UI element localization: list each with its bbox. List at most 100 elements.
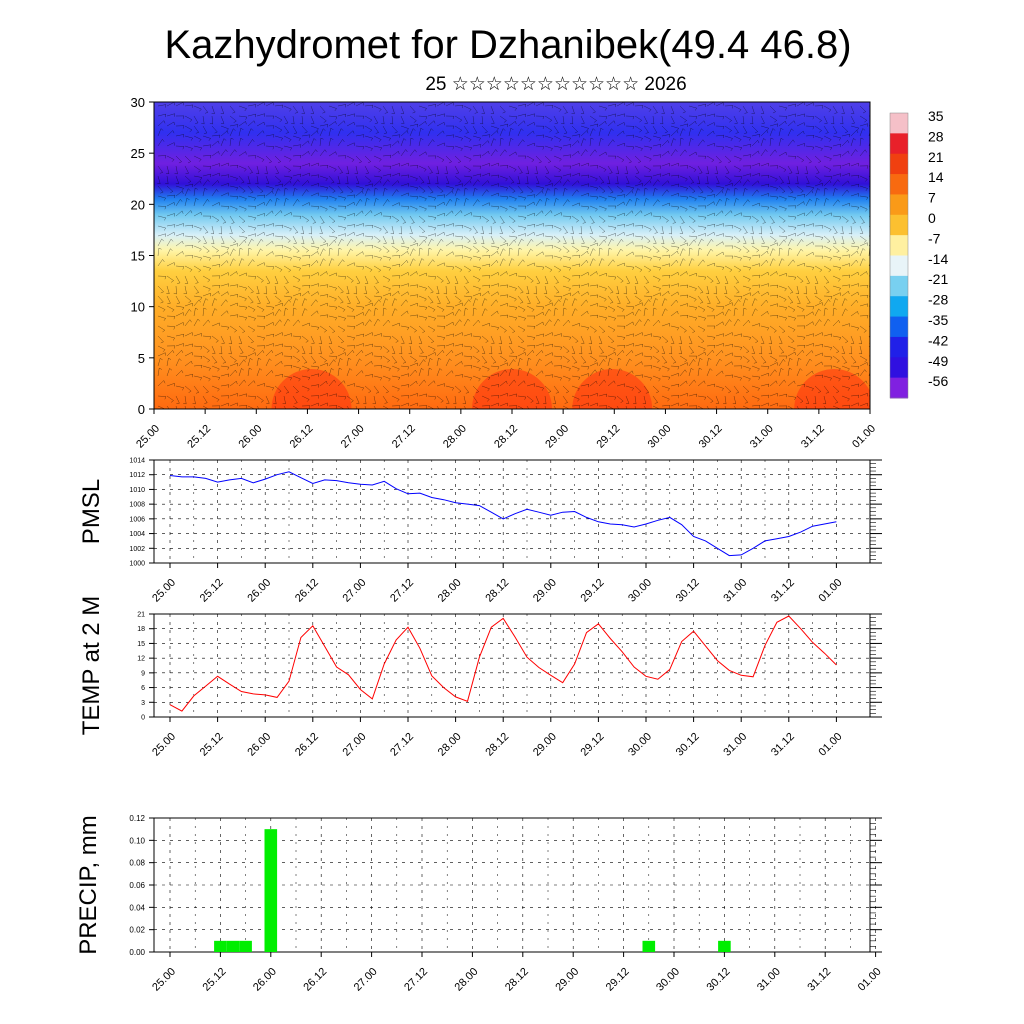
x-tick-label: 25.12 xyxy=(201,966,229,994)
colorbar-box xyxy=(890,255,908,277)
x-tick-label: 29.12 xyxy=(604,966,632,994)
heatmap-warm-patches xyxy=(271,369,870,409)
x-tick-label: 25.12 xyxy=(185,423,213,451)
x-tick-label: 26.12 xyxy=(301,966,329,994)
colorbar-label: -49 xyxy=(928,353,948,369)
colorbar-label: -14 xyxy=(928,251,948,267)
precip-bar xyxy=(226,940,240,952)
y-axis-title: PMSL xyxy=(78,479,105,544)
wind-barbs xyxy=(157,102,870,409)
x-tick-label: 28.12 xyxy=(492,423,520,451)
x-tick-label: 31.12 xyxy=(769,731,797,759)
x-tick-label: 26.00 xyxy=(245,577,273,605)
colorbar-box xyxy=(890,336,908,358)
colorbar-label: 28 xyxy=(928,128,944,144)
x-tick-label: 30.12 xyxy=(674,577,702,605)
cross-section-panel: 0 5 10 15 20 25 30 25.00 25.12 26.00 26.12 27.00 27… xyxy=(131,95,879,451)
colorbar-label: -28 xyxy=(928,292,948,308)
x-tick-label: 30.12 xyxy=(697,423,725,451)
x-tick-label: 29.00 xyxy=(553,966,581,994)
x-tick-label: 29.00 xyxy=(531,577,559,605)
y-tick-label: 9 xyxy=(141,670,145,677)
x-tick-label: 25.00 xyxy=(150,577,178,605)
y-tick-label: 1000 xyxy=(129,561,145,568)
x-tick-label: 28.12 xyxy=(483,577,511,605)
y-tick-label: 0.10 xyxy=(129,836,145,845)
y-tick-label: 0.06 xyxy=(129,881,145,890)
warm-patch xyxy=(572,369,653,409)
x-tick-label: 28.00 xyxy=(453,966,481,994)
colorbar: 35 28 21 14 7 0 -7 -14 -21 -28 -35 -42 -49 -56 xyxy=(889,108,948,399)
x-tick-label: 27.12 xyxy=(390,423,418,451)
chart-subtitle: 25 ☆☆☆☆☆☆☆☆☆☆☆ 2026 xyxy=(425,74,686,95)
x-tick-label: 30.00 xyxy=(646,423,674,451)
x-tick-label: 31.00 xyxy=(755,966,783,994)
panel-frame xyxy=(153,613,871,718)
x-tick-label: 26.00 xyxy=(245,731,273,759)
x-tick-label: 25.00 xyxy=(150,731,178,759)
colorbar-label: -21 xyxy=(928,271,948,287)
x-tick-label: 26.12 xyxy=(288,423,316,451)
y-tick-label: 15 xyxy=(137,641,145,648)
warm-patch xyxy=(794,369,870,409)
y-tick-label: 1014 xyxy=(129,458,145,465)
precip-bar xyxy=(214,940,227,952)
series-line xyxy=(169,471,837,557)
x-tick-label: 25.12 xyxy=(198,577,226,605)
colorbar-label: -7 xyxy=(928,230,941,246)
colorbar-label: 14 xyxy=(928,169,944,185)
colorbar-box xyxy=(890,235,908,256)
colorbar-box xyxy=(890,153,908,175)
colorbar-box xyxy=(890,174,908,195)
colorbar-box xyxy=(890,296,908,318)
x-tick-label: 26.00 xyxy=(236,423,264,451)
precip-panel: 0.00 0.02 0.04 0.06 0.08 0.10 0.12 25.00 25.12 26… xyxy=(75,814,884,994)
colorbar-label: -35 xyxy=(928,312,948,328)
heatmap-field xyxy=(154,102,870,409)
y-axis-title: PRECIP, mm xyxy=(75,815,102,955)
x-tick-label: 30.00 xyxy=(654,966,682,994)
colorbar-box xyxy=(890,275,908,297)
y-tick-label: 1002 xyxy=(129,546,145,553)
colorbar-label: -42 xyxy=(928,332,948,348)
x-tick-label: 31.00 xyxy=(721,577,749,605)
x-tick-label: 28.00 xyxy=(436,731,464,759)
colorbar-box xyxy=(890,133,908,155)
x-tick-label: 31.12 xyxy=(769,577,797,605)
x-tick-label: 28.12 xyxy=(483,731,511,759)
y-tick-label: 0.04 xyxy=(129,903,145,912)
y-tick-label: 1012 xyxy=(129,472,145,479)
y-tick-label: 15 xyxy=(131,249,145,264)
temp-panel: 0 3 6 9 12 15 18 21 25.00 25.12 26.00 26.12 27.00 27.… xyxy=(78,596,882,759)
x-tick-label: 27.12 xyxy=(388,731,416,759)
precip-bar xyxy=(264,829,278,952)
x-tick-label: 25.12 xyxy=(198,731,226,759)
x-tick-label: 29.12 xyxy=(579,577,607,605)
x-tick-label: 01.00 xyxy=(817,577,845,605)
precip-bar xyxy=(239,940,252,952)
y-tick-label: 1010 xyxy=(129,487,145,494)
y-tick-label: 1006 xyxy=(129,516,145,523)
y-tick-label: 30 xyxy=(131,95,145,110)
x-tick-label: 27.00 xyxy=(341,731,369,759)
y-tick-label: 0.08 xyxy=(129,859,145,868)
x-tick-label: 29.12 xyxy=(579,731,607,759)
x-tick-label: 27.12 xyxy=(388,577,416,605)
colorbar-labels: 35 28 21 14 7 0 -7 -14 -21 -28 -35 -42 -49 -56 xyxy=(928,108,948,389)
x-tick-label: 27.00 xyxy=(352,966,380,994)
x-tick-label: 31.12 xyxy=(805,966,833,994)
y-tick-label: 10 xyxy=(131,300,145,315)
y-tick-label: 25 xyxy=(131,146,145,161)
colorbar-label: 0 xyxy=(928,210,936,226)
x-tick-label: 29.00 xyxy=(531,731,559,759)
y-tick-label: 18 xyxy=(137,626,145,633)
y-tick-label: 0.02 xyxy=(129,926,145,935)
colorbar-label: 7 xyxy=(928,190,936,206)
series-line xyxy=(169,615,837,712)
warm-patch xyxy=(271,369,352,409)
y-tick-label: 1008 xyxy=(129,502,145,509)
precip-bar xyxy=(642,940,656,952)
colorbar-boxes xyxy=(889,112,909,399)
x-tick-label: 29.00 xyxy=(543,423,571,451)
